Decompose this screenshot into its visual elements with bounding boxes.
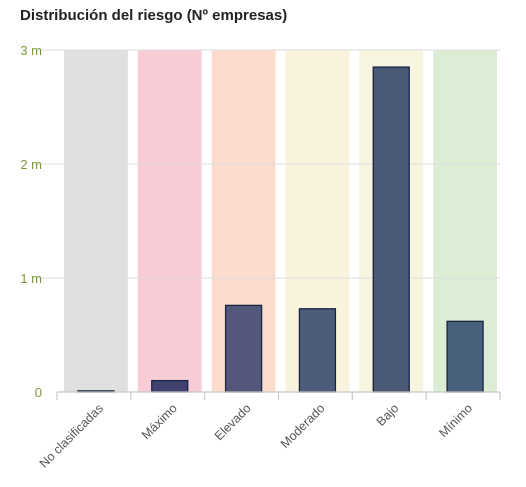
bar-layer — [77, 66, 484, 393]
x-tick-label: No clasificadas — [37, 401, 106, 470]
y-tick-label: 3 m — [20, 43, 42, 58]
x-tick-label: Mínimo — [436, 401, 475, 440]
y-tick-label: 0 — [35, 385, 42, 400]
category-band — [64, 50, 128, 392]
bar-moderado[interactable] — [298, 308, 337, 393]
bar-elevado[interactable] — [224, 304, 263, 393]
x-tick-label: Elevado — [212, 401, 254, 443]
y-tick-label: 1 m — [20, 271, 42, 286]
category-band — [137, 50, 202, 392]
bar-bajo[interactable] — [372, 66, 410, 393]
category-background-layer — [64, 50, 497, 392]
y-tick-label: 2 m — [20, 157, 42, 172]
bar-mínimo[interactable] — [446, 320, 484, 393]
axis-layer — [56, 391, 501, 400]
x-tick-label: Máximo — [139, 401, 180, 442]
bar-máximo[interactable] — [151, 379, 189, 393]
gridline-layer — [36, 49, 500, 279]
x-tick-label: Bajo — [374, 401, 402, 429]
x-tick-label: Moderado — [278, 401, 328, 451]
chart-title: Distribución del riesgo (Nº empresas) — [20, 7, 288, 24]
